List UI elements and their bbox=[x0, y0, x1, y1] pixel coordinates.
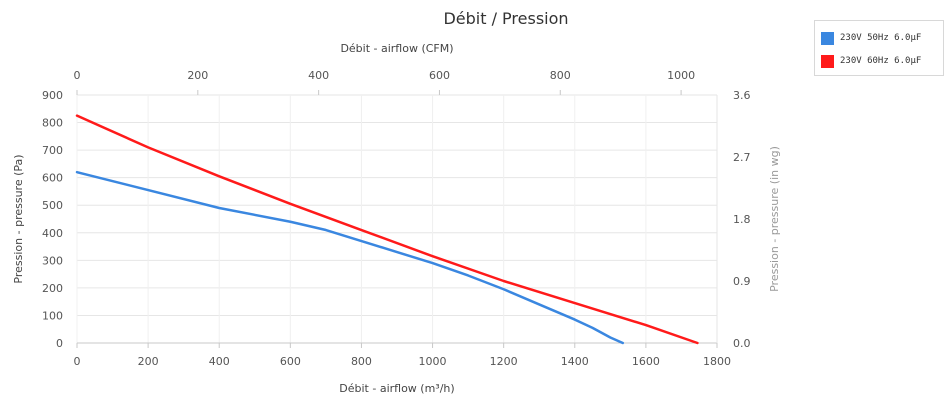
tick-labels: 0 100 200 300 400 500 600 700 800 900 0 200 400 600 80… bbox=[42, 69, 751, 368]
left-y-axis-title: Pression - pressure (Pa) bbox=[12, 154, 25, 283]
x-tick-label: 800 bbox=[351, 355, 372, 368]
right-y-tick-label: 0.0 bbox=[733, 337, 751, 350]
x-tick-label: 1000 bbox=[419, 355, 447, 368]
bottom-x-axis-title: Débit - airflow (m³/h) bbox=[339, 382, 454, 395]
legend-item-60hz[interactable]: 230V 60Hz 6.0µF bbox=[821, 54, 921, 68]
series-line-50hz[interactable] bbox=[75, 170, 625, 345]
legend-item-50hz[interactable]: 230V 50Hz 6.0µF bbox=[821, 31, 921, 45]
chart-title: Débit / Pression bbox=[443, 9, 568, 28]
right-y-tick-label: 3.6 bbox=[733, 89, 751, 102]
y-tick-label: 900 bbox=[42, 89, 63, 102]
y-tick-label: 800 bbox=[42, 117, 63, 130]
right-y-axis-title: Pression - pressure (in wg) bbox=[768, 146, 781, 292]
y-tick-label: 600 bbox=[42, 172, 63, 185]
y-tick-label: 200 bbox=[42, 282, 63, 295]
top-x-tick-label: 200 bbox=[187, 69, 208, 82]
x-tick-label: 1200 bbox=[490, 355, 518, 368]
y-tick-label: 700 bbox=[42, 144, 63, 157]
legend-swatch-50hz bbox=[821, 31, 834, 45]
y-tick-label: 400 bbox=[42, 227, 63, 240]
right-y-tick-label: 2.7 bbox=[733, 151, 751, 164]
x-tick-label: 0 bbox=[74, 355, 81, 368]
top-x-axis-title: Débit - airflow (CFM) bbox=[340, 42, 453, 55]
series-line-60hz[interactable] bbox=[75, 114, 699, 345]
x-tick-label: 600 bbox=[280, 355, 301, 368]
x-tick-label: 1800 bbox=[703, 355, 731, 368]
y-tick-label: 0 bbox=[56, 337, 63, 350]
legend: 230V 50Hz 6.0µF 230V 60Hz 6.0µF bbox=[814, 20, 944, 76]
series-lines bbox=[75, 114, 699, 345]
top-x-tick-label: 800 bbox=[550, 69, 571, 82]
top-x-tick-label: 400 bbox=[308, 69, 329, 82]
legend-swatch-60hz bbox=[821, 54, 834, 68]
y-tick-label: 500 bbox=[42, 199, 63, 212]
x-tick-label: 400 bbox=[209, 355, 230, 368]
top-x-tick-label: 0 bbox=[74, 69, 81, 82]
x-tick-label: 1600 bbox=[632, 355, 660, 368]
legend-label-50hz: 230V 50Hz 6.0µF bbox=[840, 33, 922, 43]
y-tick-label: 300 bbox=[42, 254, 63, 267]
right-y-tick-label: 0.9 bbox=[733, 275, 751, 288]
x-tick-label: 200 bbox=[138, 355, 159, 368]
top-x-tick-label: 1000 bbox=[667, 69, 695, 82]
right-y-tick-label: 1.8 bbox=[733, 213, 751, 226]
y-tick-label: 100 bbox=[42, 309, 63, 322]
x-tick-label: 1400 bbox=[561, 355, 589, 368]
top-x-tick-label: 600 bbox=[429, 69, 450, 82]
grid-lines bbox=[76, 90, 718, 348]
legend-label-60hz: 230V 60Hz 6.0µF bbox=[840, 56, 922, 66]
